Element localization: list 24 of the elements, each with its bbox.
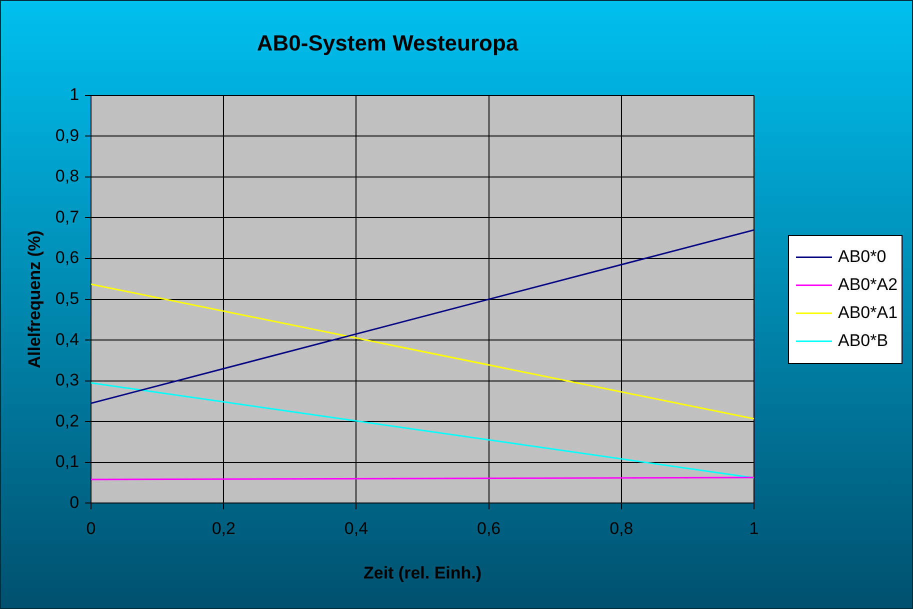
y-tick-label: 0,6: [55, 248, 80, 268]
y-tick-label: 0,7: [55, 207, 80, 226]
x-tick-label: 0: [86, 519, 96, 538]
y-tick-label: 0,8: [55, 166, 80, 186]
y-axis-title: Allelfrequenz (%): [24, 230, 44, 368]
y-tick-label: 0,2: [55, 411, 80, 430]
x-tick-label: 1: [749, 519, 759, 538]
y-tick-label: 1: [70, 85, 80, 104]
x-axis-title: Zeit (rel. Einh.): [363, 563, 482, 582]
y-tick-label: 0,9: [55, 126, 80, 145]
y-tick-label: 0,5: [55, 288, 80, 308]
x-tick-label: 0,6: [476, 519, 501, 538]
y-tick-label: 0,1: [55, 452, 80, 472]
x-tick-label: 0,2: [212, 519, 236, 538]
y-tick-label: 0: [70, 492, 80, 512]
legend-label: AB0*B: [838, 330, 888, 350]
y-tick-label: 0,3: [55, 370, 80, 390]
x-tick-label: 0,8: [610, 519, 634, 538]
legend-label: AB0*0: [838, 246, 886, 266]
x-tick-label: 0,4: [344, 519, 368, 538]
legend-label: AB0*A1: [838, 302, 898, 322]
chart-title: AB0-System Westeuropa: [256, 30, 519, 56]
legend-label: AB0*A2: [838, 274, 898, 294]
y-tick-label: 0,4: [55, 330, 80, 349]
